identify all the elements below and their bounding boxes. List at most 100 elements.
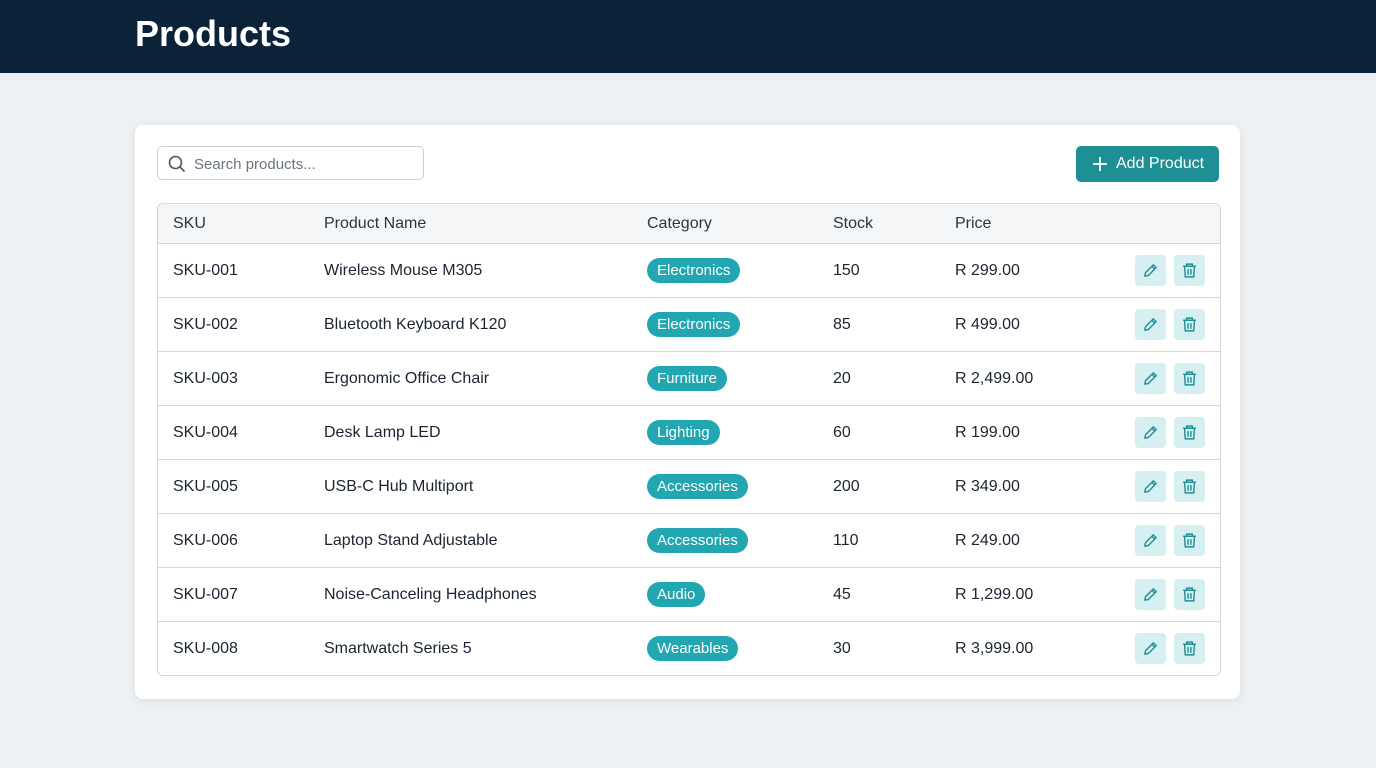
cell: Audio [632,567,818,622]
table-row: SKU-002 Bluetooth Keyboard K120 Electronic… [158,297,1220,352]
column-header: Category [632,204,818,244]
category-badge: Furniture [647,366,728,391]
delete-button[interactable] [1174,633,1205,664]
edit-icon [1144,642,1157,655]
actions-header [1090,204,1220,244]
plus-icon [1093,157,1107,171]
edit-icon [1144,318,1157,331]
edit-icon [1144,534,1157,547]
delete-icon [1183,533,1196,548]
cell: Accessories [632,459,818,514]
cell: R 349.00 [940,459,1090,514]
edit-icon [1144,372,1157,385]
cell: Noise-Canceling Headphones [309,567,632,622]
category-badge: Electronics [647,312,741,337]
add-button[interactable]: Add Product [1076,146,1219,182]
edit-icon [1144,480,1157,493]
edit-button[interactable] [1135,471,1166,502]
cell: Furniture [632,351,818,406]
edit-icon [1144,426,1157,439]
cell: Electronics [632,243,818,298]
delete-icon [1183,371,1196,386]
edit-icon [1144,588,1157,601]
cell: SKU-008 [173,639,238,657]
cell: SKU-001 [158,243,309,298]
delete-button[interactable] [1174,525,1205,556]
edit-button[interactable] [1135,255,1166,286]
delete-icon [1183,587,1196,602]
actions-cell [1090,243,1220,298]
actions-cell [1090,297,1220,352]
column-header: Price [940,204,1090,244]
cell: 150 [818,243,940,298]
cell: 60 [818,405,940,460]
table-row: SKU-004 Desk Lamp LED Lighting 60 R 199.00 [158,405,1220,460]
cell: R 2,499.00 [940,351,1090,406]
cell: Wearables [632,622,818,676]
delete-button[interactable] [1174,471,1205,502]
cell: R 299.00 [940,243,1090,298]
table-row: SKU-006 Laptop Stand Adjustable Accessorie… [158,513,1220,568]
column-header: SKU [158,204,309,244]
category-badge: Electronics [647,258,741,283]
edit-button[interactable] [1135,309,1166,340]
search-placeholder: Search products... [194,156,316,173]
delete-icon [1183,641,1196,656]
cell: SKU-004 [158,405,309,460]
cell: Lighting [632,405,818,460]
edit-button[interactable] [1135,417,1166,448]
cell: Desk Lamp LED [309,405,632,460]
edit-button[interactable] [1135,579,1166,610]
edit-button[interactable] [1135,363,1166,394]
cell: 30 [833,639,851,657]
search-icon [168,155,186,173]
delete-button[interactable] [1174,363,1205,394]
actions-cell [1090,405,1220,460]
cell: SKU-005 [158,459,309,514]
category-badge: Accessories [647,474,748,499]
table-row: SKU-008 Smartwatch Series 5 Wearables 30 R 3… [158,622,1220,676]
column-header: Product Name [309,204,632,244]
cell: Laptop Stand Adjustable [309,513,632,568]
delete-button[interactable] [1174,579,1205,610]
delete-button[interactable] [1174,417,1205,448]
cell: SKU-006 [158,513,309,568]
actions-cell [1090,567,1220,622]
cell: USB-C Hub Multiport [309,459,632,514]
cell: Accessories [632,513,818,568]
cell: 85 [818,297,940,352]
table-row: SKU-005 USB-C Hub Multiport Accessories 200… [158,459,1220,514]
edit-icon [1144,264,1157,277]
table-row: SKU-001 Wireless Mouse M305 Electronics 150… [158,243,1220,298]
category-badge: Accessories [647,528,748,553]
table-row: SKU-007 Noise-Canceling Headphones Audio 45… [158,567,1220,622]
page-title: Products [135,13,292,54]
cell: 200 [818,459,940,514]
delete-icon [1183,425,1196,440]
header-row: SKU Product Name Category Stock Price [158,204,1220,244]
cell: SKU-002 [158,297,309,352]
table: SKU Product Name Category Stock Price SKU-00… [157,203,1221,676]
edit-button[interactable] [1135,525,1166,556]
edit-button[interactable] [1135,633,1166,664]
delete-button[interactable] [1174,309,1205,340]
delete-icon [1183,479,1196,494]
actions-cell [1090,622,1220,676]
actions-cell [1090,351,1220,406]
cell: SKU-003 [158,351,309,406]
header: Products [0,0,1376,73]
cell: Electronics [632,297,818,352]
products-table: SKU Product Name Category Stock Price SKU-00… [158,204,1220,675]
column-header: Stock [818,204,940,244]
delete-button[interactable] [1174,255,1205,286]
cell: R 499.00 [940,297,1090,352]
cell: 20 [818,351,940,406]
actions-cell [1090,459,1220,514]
search-input[interactable]: Search products... [157,146,424,180]
cell: Smartwatch Series 5 [324,639,472,657]
delete-icon [1183,263,1196,278]
cell: R 249.00 [940,513,1090,568]
cell: R 199.00 [940,405,1090,460]
cell: Wireless Mouse M305 [309,243,632,298]
